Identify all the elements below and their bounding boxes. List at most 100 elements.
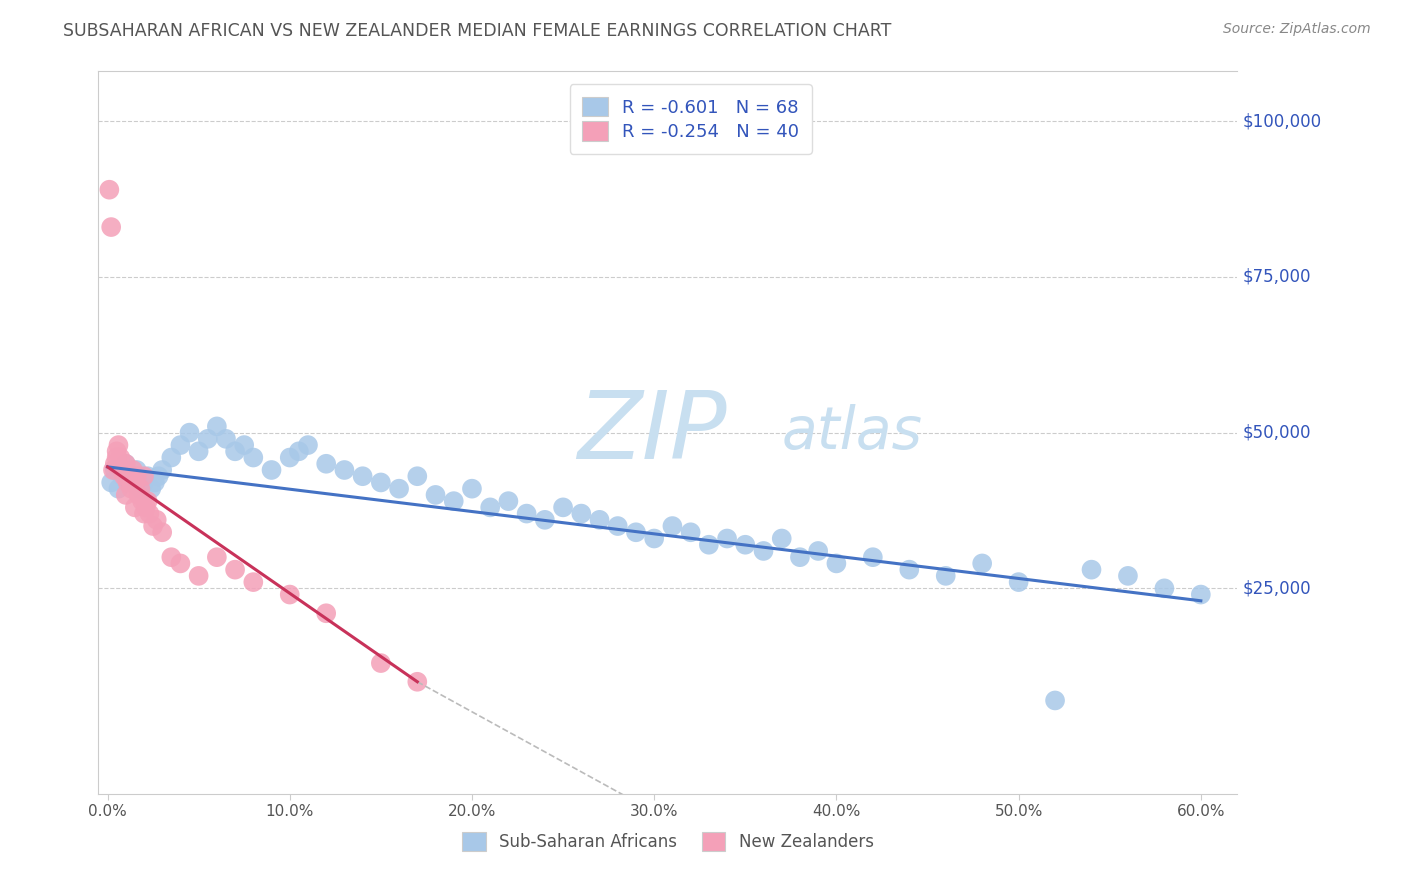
Point xyxy=(551,500,574,515)
Point xyxy=(160,450,183,465)
Point xyxy=(716,532,738,546)
Point xyxy=(898,563,921,577)
Point xyxy=(117,475,139,490)
Point xyxy=(145,513,167,527)
Point xyxy=(315,607,337,621)
Point xyxy=(972,557,994,571)
Point xyxy=(122,463,145,477)
Point xyxy=(114,457,136,471)
Point xyxy=(124,500,146,515)
Text: $100,000: $100,000 xyxy=(1243,112,1322,130)
Point xyxy=(461,482,484,496)
Text: SUBSAHARAN AFRICAN VS NEW ZEALANDER MEDIAN FEMALE EARNINGS CORRELATION CHART: SUBSAHARAN AFRICAN VS NEW ZEALANDER MEDI… xyxy=(63,22,891,40)
Point xyxy=(131,494,153,508)
Point xyxy=(160,550,183,565)
Point xyxy=(205,550,228,565)
Point xyxy=(125,469,148,483)
Point xyxy=(114,488,136,502)
Point xyxy=(215,432,238,446)
Point xyxy=(111,463,134,477)
Point xyxy=(643,532,665,546)
Point xyxy=(122,469,145,483)
Point xyxy=(278,588,301,602)
Point xyxy=(187,569,209,583)
Point xyxy=(370,475,392,490)
Point xyxy=(104,463,127,477)
Point xyxy=(105,450,128,465)
Point xyxy=(825,557,848,571)
Point xyxy=(132,475,155,490)
Text: $75,000: $75,000 xyxy=(1243,268,1312,286)
Point xyxy=(333,463,356,477)
Point xyxy=(406,469,429,483)
Point xyxy=(697,538,720,552)
Point xyxy=(205,419,228,434)
Point xyxy=(588,513,610,527)
Legend: Sub-Saharan Africans, New Zealanders: Sub-Saharan Africans, New Zealanders xyxy=(456,826,880,858)
Point xyxy=(242,450,264,465)
Point xyxy=(187,444,209,458)
Point xyxy=(101,463,124,477)
Point xyxy=(150,463,173,477)
Point xyxy=(112,469,135,483)
Point xyxy=(120,482,142,496)
Point xyxy=(752,544,775,558)
Point xyxy=(479,500,502,515)
Point xyxy=(606,519,628,533)
Point xyxy=(136,469,159,483)
Point xyxy=(260,463,283,477)
Point xyxy=(150,525,173,540)
Point xyxy=(1043,693,1066,707)
Point xyxy=(125,463,148,477)
Point xyxy=(107,482,129,496)
Point xyxy=(135,500,157,515)
Point xyxy=(278,450,301,465)
Point xyxy=(169,557,191,571)
Point xyxy=(118,469,141,483)
Point xyxy=(224,444,246,458)
Point xyxy=(1116,569,1139,583)
Point xyxy=(132,469,155,483)
Point xyxy=(104,457,127,471)
Point xyxy=(128,488,150,502)
Point xyxy=(288,444,311,458)
Point xyxy=(129,482,152,496)
Point xyxy=(770,532,793,546)
Text: $25,000: $25,000 xyxy=(1243,579,1312,598)
Point xyxy=(224,563,246,577)
Text: Source: ZipAtlas.com: Source: ZipAtlas.com xyxy=(1223,22,1371,37)
Point xyxy=(107,438,129,452)
Point xyxy=(352,469,374,483)
Point xyxy=(862,550,884,565)
Point xyxy=(118,475,141,490)
Point xyxy=(516,507,538,521)
Point xyxy=(1189,588,1212,602)
Point xyxy=(100,475,122,490)
Point xyxy=(124,475,146,490)
Point xyxy=(141,482,163,496)
Point xyxy=(179,425,201,440)
Point xyxy=(388,482,411,496)
Point xyxy=(138,507,160,521)
Point xyxy=(679,525,702,540)
Point xyxy=(129,482,152,496)
Point xyxy=(734,538,756,552)
Point xyxy=(935,569,957,583)
Point xyxy=(169,438,191,452)
Point xyxy=(111,469,134,483)
Point xyxy=(98,183,121,197)
Point xyxy=(105,444,128,458)
Point xyxy=(242,575,264,590)
Point xyxy=(406,674,429,689)
Point xyxy=(315,457,337,471)
Point xyxy=(1007,575,1029,590)
Point xyxy=(498,494,520,508)
Point xyxy=(661,519,683,533)
Point xyxy=(370,656,392,670)
Point xyxy=(297,438,319,452)
Point xyxy=(425,488,447,502)
Point xyxy=(1153,582,1175,596)
Point xyxy=(443,494,465,508)
Point xyxy=(624,525,647,540)
Point xyxy=(807,544,830,558)
